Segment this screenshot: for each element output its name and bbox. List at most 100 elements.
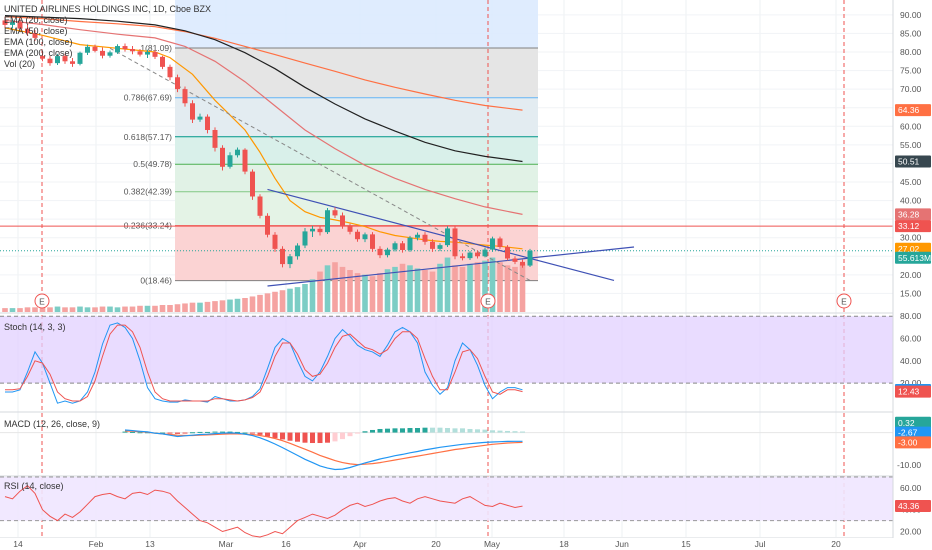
stoch-axis-tick-2: 40.00 bbox=[900, 356, 922, 366]
earnings-marker-label: E bbox=[485, 297, 491, 307]
candle-body bbox=[243, 150, 248, 172]
volume-bar bbox=[152, 306, 158, 312]
price-axis-tick-6: 60.00 bbox=[900, 121, 922, 131]
rsi-pane-title[interactable]: RSI (14, close) bbox=[4, 481, 64, 492]
macd-axis-tick-0: -10.00 bbox=[897, 460, 921, 470]
macd-histogram-bar bbox=[475, 429, 480, 432]
macd-histogram-bar bbox=[168, 433, 173, 434]
time-axis-tick-4: 16 bbox=[281, 539, 291, 549]
price-tag-5-label: 55.613M bbox=[898, 253, 931, 263]
symbol-title[interactable]: UNITED AIRLINES HOLDINGS INC, 1D, Cboe B… bbox=[4, 4, 211, 15]
price-axis-tick-14: 20.00 bbox=[900, 270, 922, 280]
macd-histogram-bar bbox=[423, 428, 428, 433]
price-axis-tick-7: 55.00 bbox=[900, 140, 922, 150]
macd-histogram-bar bbox=[273, 433, 278, 439]
macd-histogram-bar bbox=[123, 432, 128, 433]
price-axis-tick-4: 70.00 bbox=[900, 84, 922, 94]
time-axis-tick-12: 20 bbox=[831, 539, 841, 549]
volume-bar bbox=[497, 262, 503, 312]
candle-body bbox=[303, 231, 308, 245]
time-axis-tick-0: 14 bbox=[13, 539, 23, 549]
macd-pane-title[interactable]: MACD (12, 26, close, 9) bbox=[4, 419, 100, 430]
volume-bar bbox=[377, 273, 383, 312]
earnings-marker-2: E bbox=[837, 294, 851, 308]
indicator-ema50-label[interactable]: EMA (50, close) bbox=[4, 26, 211, 37]
candle-body bbox=[340, 215, 345, 226]
macd-histogram-bar bbox=[520, 432, 525, 433]
macd-histogram-bar bbox=[393, 428, 398, 432]
rsi-band-fill bbox=[0, 477, 893, 521]
candle-body bbox=[355, 232, 360, 239]
volume-bar bbox=[47, 307, 53, 312]
volume-bar bbox=[520, 264, 526, 312]
volume-bar bbox=[115, 307, 121, 312]
candle-body bbox=[453, 228, 458, 256]
volume-bar bbox=[302, 284, 308, 312]
volume-bar bbox=[85, 307, 91, 312]
time-axis-tick-3: Mar bbox=[219, 539, 234, 549]
macd-histogram-bar bbox=[370, 430, 375, 433]
volume-bar bbox=[460, 267, 466, 312]
volume-bar bbox=[197, 303, 203, 312]
stoch-tag-1: 12.43 bbox=[895, 386, 931, 398]
candle-body bbox=[415, 235, 420, 238]
price-axis-tick-15: 15.00 bbox=[900, 288, 922, 298]
macd-histogram-bar bbox=[378, 429, 383, 433]
time-axis-tick-6: 20 bbox=[431, 539, 441, 549]
volume-bar bbox=[467, 264, 473, 312]
fib-zone-1 bbox=[175, 192, 538, 226]
indicator-ema100-label[interactable]: EMA (100, close) bbox=[4, 37, 211, 48]
volume-bar bbox=[2, 308, 8, 312]
candle-body bbox=[370, 234, 375, 248]
time-axis-tick-1: Feb bbox=[89, 539, 104, 549]
macd-histogram-bar bbox=[295, 433, 300, 442]
volume-bar bbox=[190, 303, 196, 312]
candle-body bbox=[475, 253, 480, 257]
fib-label-4: 0.618(57.17) bbox=[124, 132, 172, 142]
volume-bar bbox=[347, 270, 353, 312]
candle-body bbox=[423, 235, 428, 242]
macd-tag-2-label: -3.00 bbox=[898, 437, 918, 447]
earnings-marker-label: E bbox=[841, 297, 847, 307]
price-tag-1: 50.51 bbox=[895, 156, 931, 168]
price-axis-tick-9: 45.00 bbox=[900, 177, 922, 187]
volume-bar bbox=[160, 305, 166, 312]
volume-bar bbox=[70, 307, 76, 312]
volume-bar bbox=[205, 302, 211, 312]
candle-body bbox=[505, 247, 510, 259]
volume-bar bbox=[317, 272, 323, 312]
candle-body bbox=[393, 243, 398, 249]
time-axis-tick-2: 13 bbox=[145, 539, 155, 549]
volume-bar bbox=[407, 265, 413, 312]
candle-body bbox=[400, 243, 405, 250]
macd-histogram-bar bbox=[400, 428, 405, 432]
indicator-ema20-label[interactable]: EMA (20, close) bbox=[4, 15, 211, 26]
macd-histogram-bar bbox=[348, 433, 353, 437]
fib-top-zone bbox=[175, 0, 538, 48]
macd-histogram-bar bbox=[415, 428, 420, 433]
stoch-pane-title[interactable]: Stoch (14, 3, 3) bbox=[4, 322, 66, 333]
volume-bar bbox=[437, 264, 443, 312]
macd-histogram-bar bbox=[303, 433, 308, 443]
macd-histogram-bar bbox=[205, 432, 210, 433]
volume-bar bbox=[340, 267, 346, 312]
volume-bar bbox=[505, 265, 511, 312]
macd-histogram-bar bbox=[288, 433, 293, 441]
time-axis-tick-10: 15 bbox=[681, 539, 691, 549]
stoch-axis-tick-1: 60.00 bbox=[900, 334, 922, 344]
volume-bar bbox=[145, 306, 151, 312]
candle-body bbox=[520, 262, 525, 266]
macd-histogram-bar bbox=[505, 431, 510, 433]
candle-body bbox=[183, 89, 188, 103]
macd-histogram-bar bbox=[310, 433, 315, 443]
macd-histogram-bar bbox=[453, 428, 458, 432]
indicator-volume-label[interactable]: Vol (20) bbox=[4, 59, 211, 70]
macd-histogram-bar bbox=[408, 428, 413, 433]
volume-bar bbox=[295, 287, 301, 312]
macd-histogram-bar bbox=[460, 428, 465, 432]
volume-bar bbox=[182, 303, 188, 312]
indicator-ema200-label[interactable]: EMA (200, close) bbox=[4, 48, 211, 59]
volume-bar bbox=[445, 258, 451, 312]
price-tag-2: 36.28 bbox=[895, 208, 931, 220]
